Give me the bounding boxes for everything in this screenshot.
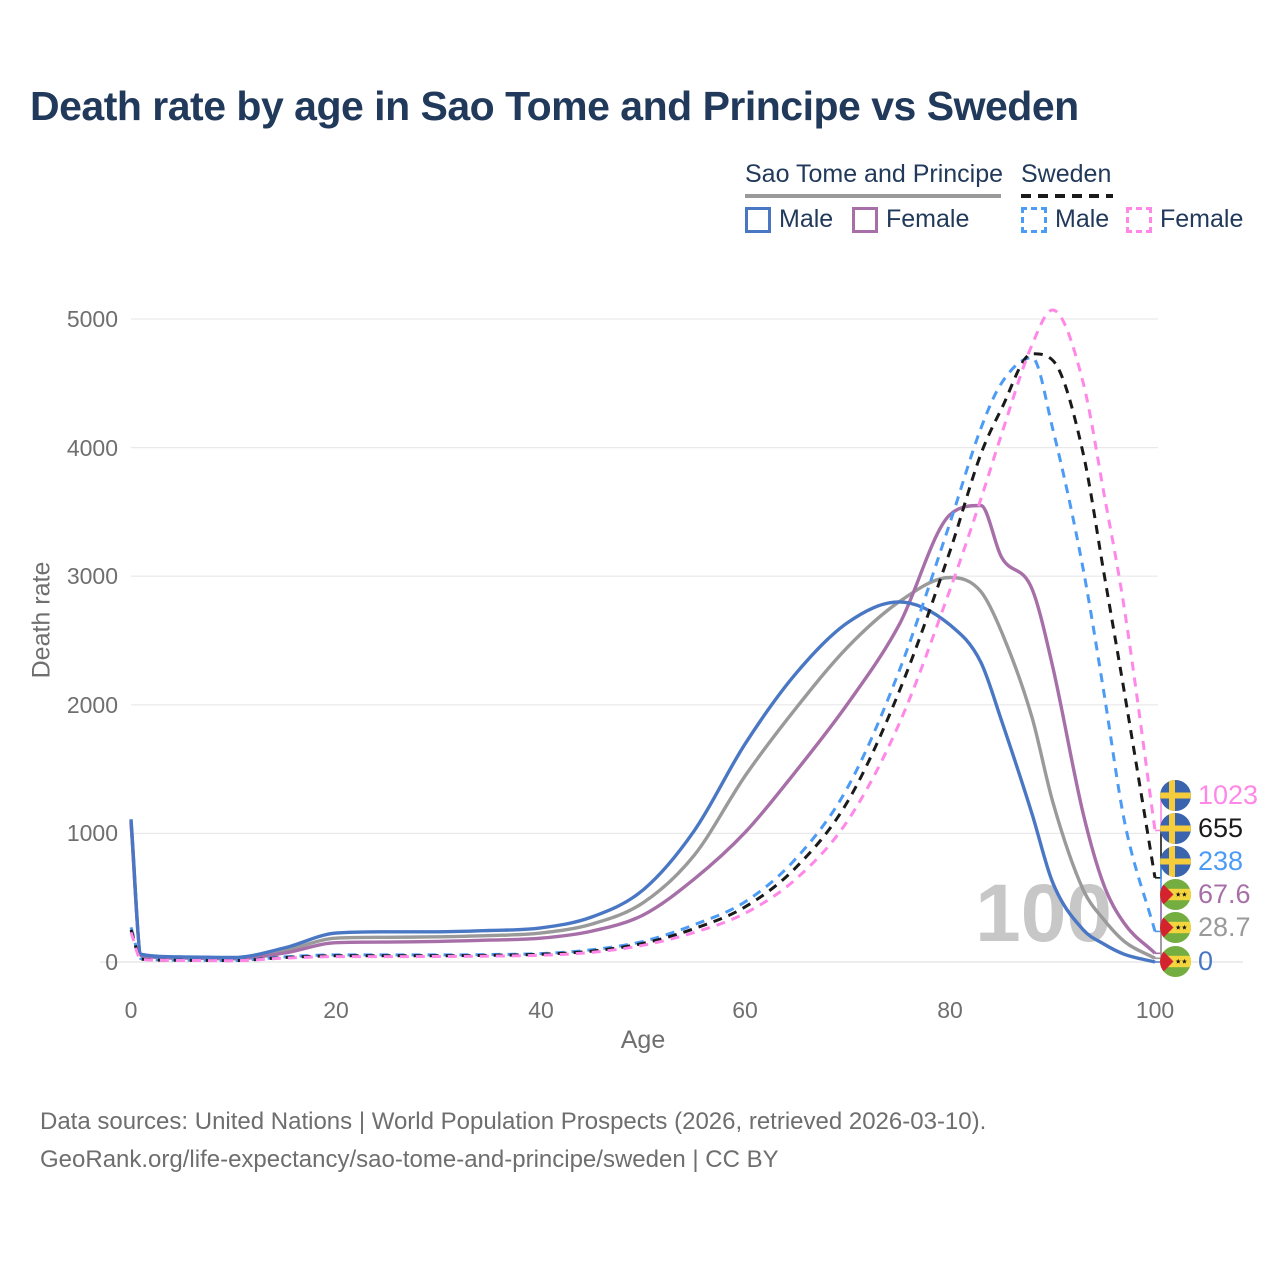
y-axis-title: Death rate <box>27 561 56 679</box>
y-tick-0: 0 <box>105 949 118 975</box>
y-tick-2000: 2000 <box>66 692 118 718</box>
end-label-value: 655 <box>1198 812 1244 843</box>
legend-item-label: Female <box>1160 205 1244 233</box>
age-watermark: 100 <box>975 868 1112 959</box>
y-tick-4000: 4000 <box>66 435 118 461</box>
legend-group-sao-tome-label[interactable]: Sao Tome and Principe <box>745 160 1004 188</box>
stp-female-swatch-icon <box>852 206 878 233</box>
data-sources-text: Data sources: United Nations | World Pop… <box>40 1108 987 1135</box>
x-tick-60: 60 <box>732 997 758 1023</box>
end-label-row-sweden-total: 655 <box>1160 812 1244 844</box>
x-tick-0: 0 <box>124 997 138 1023</box>
legend-item-label: Male <box>1055 205 1110 233</box>
y-tick-3000: 3000 <box>66 563 118 589</box>
series-line-sao-tome-and-principe-total[interactable] <box>129 575 1156 960</box>
x-tick-100: 100 <box>1135 997 1175 1023</box>
end-label-row-sao-tome-and-principe-total: 28.7 <box>1160 911 1251 943</box>
legend-item-stp-female[interactable]: Female <box>852 205 969 234</box>
end-label-value: 67.6 <box>1198 878 1251 909</box>
series-line-sweden-female[interactable] <box>129 308 1157 963</box>
series-line-sao-tome-and-principe-male[interactable] <box>129 600 1156 964</box>
sao-tome-flag-icon <box>1160 945 1191 977</box>
sweden-female-swatch-icon <box>1126 206 1152 233</box>
y-tick-5000: 5000 <box>66 306 118 332</box>
end-label-value: 28.7 <box>1198 911 1251 942</box>
x-tick-80: 80 <box>937 997 963 1023</box>
end-label-value: 1023 <box>1198 779 1259 810</box>
sweden-line-style-sample <box>1021 194 1113 198</box>
page-title: Death rate by age in Sao Tome and Princi… <box>30 83 1079 129</box>
legend-item-stp-male[interactable]: Male <box>745 205 833 234</box>
x-tick-40: 40 <box>528 997 554 1023</box>
sweden-flag-icon <box>1160 845 1191 877</box>
sweden-flag-icon <box>1160 779 1191 811</box>
end-label-row-sao-tome-and-principe-male: 0 <box>1160 945 1214 977</box>
stp-male-swatch-icon <box>745 206 771 233</box>
sao-tome-flag-icon <box>1160 911 1191 943</box>
x-tick-20: 20 <box>323 997 349 1023</box>
sao-tome-flag-icon <box>1160 878 1191 910</box>
legend-item-label: Male <box>779 205 834 233</box>
legend-item-sweden-male[interactable]: Male <box>1021 205 1109 234</box>
legend-group-sweden-label[interactable]: Sweden <box>1021 160 1112 188</box>
sweden-flag-icon <box>1160 812 1191 844</box>
sweden-male-swatch-icon <box>1021 206 1047 233</box>
y-tick-1000: 1000 <box>66 820 118 846</box>
end-label-row-sao-tome-and-principe-female: 67.6 <box>1160 878 1251 910</box>
end-label-value: 238 <box>1198 845 1244 876</box>
x-axis-title: Age <box>620 1026 666 1054</box>
end-label-value: 0 <box>1198 945 1214 976</box>
end-label-row-sweden-male: 238 <box>1160 845 1244 877</box>
sao-tome-line-style-sample <box>745 194 1001 198</box>
legend-item-label: Female <box>886 205 970 233</box>
legend-item-sweden-female[interactable]: Female <box>1126 205 1243 234</box>
attribution-text: GeoRank.org/life-expectancy/sao-tome-and… <box>40 1146 779 1173</box>
end-label-row-sweden-female: 1023 <box>1160 779 1259 811</box>
series-line-sao-tome-and-principe-female[interactable] <box>129 503 1157 961</box>
